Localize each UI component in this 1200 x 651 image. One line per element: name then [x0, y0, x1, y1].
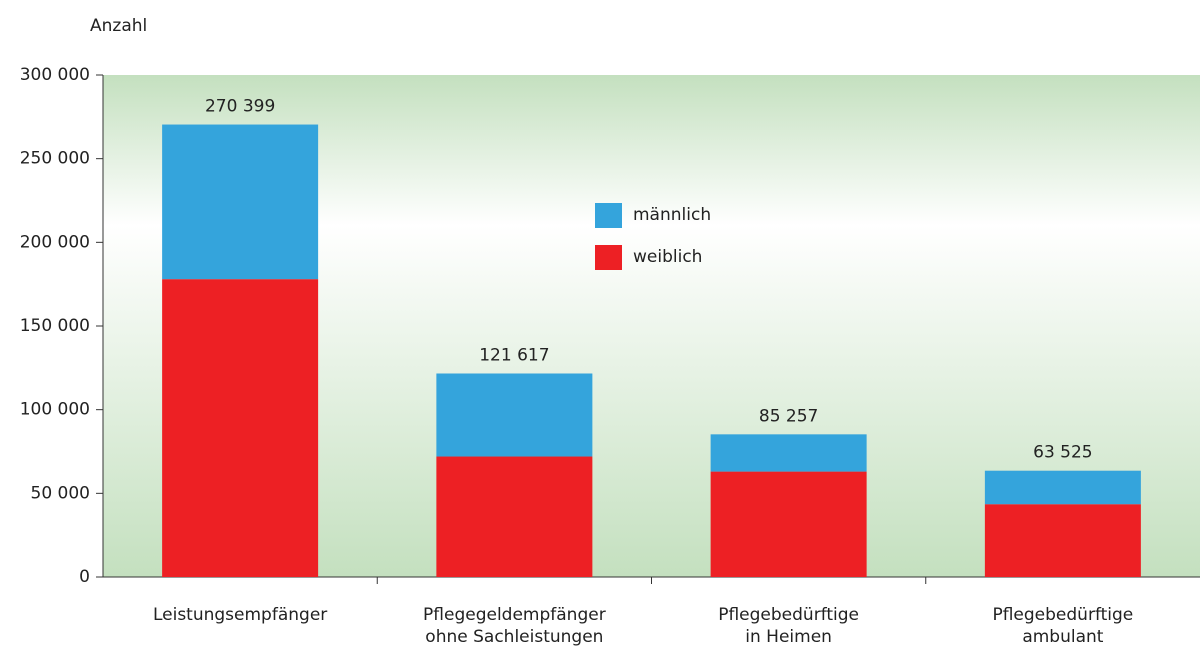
- x-tick-label: Leistungsempfänger: [152, 605, 328, 625]
- y-tick-label: 300 000: [20, 65, 90, 85]
- bar-segment: [710, 471, 867, 577]
- y-axis-label: Anzahl: [90, 16, 147, 36]
- y-tick-label: 50 000: [31, 483, 90, 503]
- y-tick-label: 200 000: [20, 232, 90, 252]
- y-tick-label: 100 000: [20, 400, 90, 420]
- total-label: 63 525: [1033, 443, 1092, 463]
- bar-segment: [436, 456, 593, 577]
- bar-segment: [436, 373, 593, 457]
- total-label: 121 617: [479, 345, 549, 365]
- x-tick-label: Pflegebedürftige ambulant: [992, 605, 1134, 647]
- total-label: 270 399: [205, 97, 275, 117]
- legend-label: männlich: [633, 205, 711, 225]
- bar-segment: [710, 434, 867, 472]
- y-tick-label: 0: [79, 567, 90, 587]
- bar-segment: [984, 504, 1141, 577]
- total-label: 85 257: [759, 406, 818, 426]
- bar-segment: [984, 470, 1141, 505]
- bar-segment: [162, 279, 319, 577]
- legend-label: weiblich: [633, 247, 702, 267]
- legend-swatch: [595, 203, 622, 228]
- y-tick-label: 250 000: [20, 149, 90, 169]
- legend-swatch: [595, 245, 622, 270]
- x-tick-label: Pflegebedürftige in Heimen: [718, 605, 860, 647]
- x-tick-label: Pflegegeldempfänger ohne Sachleistungen: [423, 605, 606, 647]
- y-tick-label: 150 000: [20, 316, 90, 336]
- bar-segment: [162, 124, 319, 280]
